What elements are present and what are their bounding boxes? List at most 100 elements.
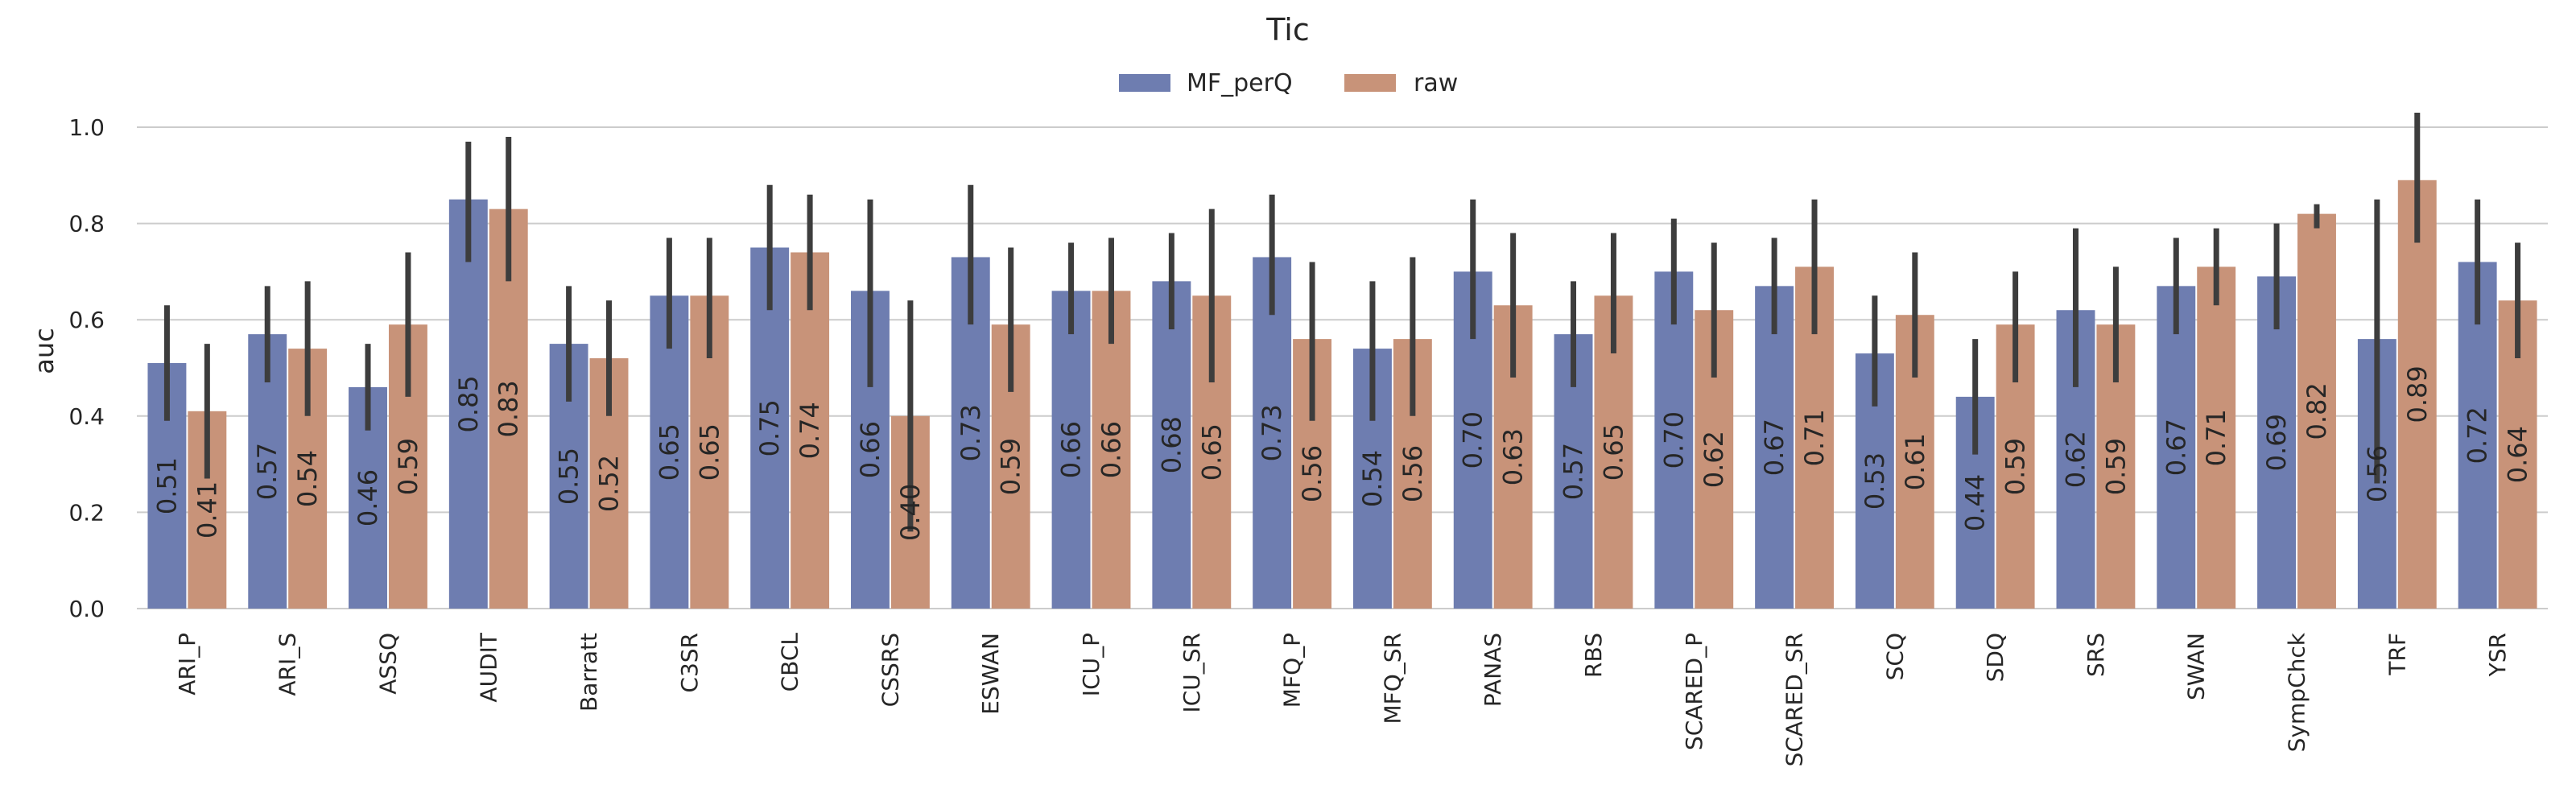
bar-value-label: 0.75 [754,399,785,456]
x-tick-label: SWAN [2183,633,2210,700]
bar-raw [2197,266,2236,609]
x-tick-label: ASSQ [374,633,401,695]
x-tick-label: RBS [1580,633,1607,678]
x-tick-label: ESWAN [977,633,1004,715]
bar-raw [2397,180,2437,609]
legend: MF_perQ raw [1119,69,1458,97]
x-tick-label: CSSRS [877,633,903,707]
bar-raw [791,252,830,609]
legend-swatch-mf-perq [1119,74,1170,92]
bar-value-label: 0.59 [996,438,1026,495]
x-tick-label: SCARED_SR [1781,633,1808,766]
bar-value-label: 0.67 [2161,419,2191,476]
bar-value-label: 0.40 [895,484,926,541]
x-tick-label: CBCL [777,633,803,692]
bar-value-label: 0.54 [1357,450,1388,507]
bar-value-label: 0.65 [1196,423,1227,481]
bar-value-label: 0.57 [252,443,283,500]
bar-mf-perq [1654,271,1694,609]
bar-value-label: 0.73 [956,404,986,461]
bar-mf-perq [2257,276,2297,609]
x-tick-label: TRF [2384,633,2410,676]
chart-title: Tic [1265,12,1310,47]
bar-value-label: 0.85 [453,375,484,432]
bar-value-label: 0.73 [1257,404,1287,461]
bar-value-label: 0.71 [2201,409,2231,466]
x-tick-label: SympChck [2284,632,2310,752]
bar-value-label: 0.46 [353,469,383,526]
y-axis-label: auc [29,328,60,374]
bar-value-label: 0.69 [2261,414,2292,471]
x-tick-label: MFQ_SR [1379,633,1406,724]
bar-value-label: 0.41 [192,481,222,539]
x-axis: ARI_P ARI_S ASSQ AUDIT Barratt C3SR CBCL CSSRS E… [174,632,2511,766]
x-tick-label: ICU_SR [1179,633,1205,713]
y-tick-label: 0.2 [68,499,105,526]
bar-value-label: 0.67 [1759,419,1790,476]
x-tick-label: Barratt [576,633,602,712]
y-tick-label: 0.0 [68,596,105,622]
bar-value-label: 0.71 [1799,409,1830,466]
x-tick-label: ICU_P [1078,633,1104,696]
y-tick-label: 0.6 [68,307,105,333]
bar-value-label: 0.59 [2000,438,2031,495]
y-axis: 0.0 0.2 0.4 0.6 0.8 1.0 [68,114,105,622]
bar-value-label: 0.70 [1458,411,1488,469]
bar-value-label: 0.65 [654,423,684,481]
bar-mf-perq [1253,257,1292,609]
bar-mf-perq [448,199,488,609]
error-bars [163,113,2521,532]
x-tick-label: SDQ [1982,633,2008,682]
bar-raw [2297,213,2336,609]
x-tick-label: YSR [2484,633,2511,677]
bar-value-label: 0.64 [2503,426,2533,483]
bar-value-label: 0.62 [2060,431,2091,488]
bar-value-label: 0.57 [1558,443,1589,500]
bar-value-label: 0.65 [1598,423,1629,481]
legend-label-mf-perq: MF_perQ [1187,69,1293,97]
bar-value-label: 0.65 [694,423,724,481]
bar-value-label: 0.63 [1498,428,1529,485]
x-tick-label: ARI_S [275,633,301,696]
bar-mf-perq [1152,281,1191,609]
x-tick-label: AUDIT [475,632,502,702]
bar-value-label: 0.66 [1056,421,1087,478]
bar-value-label: 0.72 [2462,407,2493,464]
bar-value-label: 0.66 [855,421,886,478]
legend-swatch-raw [1344,74,1396,92]
x-tick-label: SCQ [1881,633,1908,680]
bar-value-label: 0.74 [795,402,825,459]
x-tick-label: PANAS [1480,633,1506,707]
bar-labels: 0.51 0.41 0.57 0.54 0.46 0.59 0.85 0.83 0.55 0.52… [151,365,2533,541]
bar-value-label: 0.82 [2301,382,2332,440]
x-tick-label: SCARED_P [1681,633,1707,750]
x-tick-label: ARI_P [174,633,200,696]
bars [147,180,2537,609]
bar-value-label: 0.61 [1900,433,1930,490]
bar-value-label: 0.54 [292,450,323,507]
bar-value-label: 0.55 [554,448,584,505]
bar-value-label: 0.68 [1156,416,1187,473]
bar-value-label: 0.53 [1860,452,1890,510]
bar-value-label: 0.56 [1397,445,1428,502]
bar-mf-perq [1051,291,1091,609]
bar-value-label: 0.89 [2402,365,2433,423]
bar-value-label: 0.56 [1297,445,1327,502]
bar-value-label: 0.83 [493,380,524,437]
x-tick-label: C3SR [676,633,703,693]
y-tick-label: 0.4 [68,403,105,430]
x-tick-label: MFQ_P [1279,633,1306,708]
bar-value-label: 0.66 [1096,421,1126,478]
bar-value-label: 0.51 [151,457,182,514]
legend-label-raw: raw [1414,69,1458,97]
bar-value-label: 0.44 [1960,474,1991,531]
x-tick-label: SRS [2083,633,2109,677]
y-tick-label: 1.0 [68,114,105,141]
bar-value-label: 0.62 [1699,431,1729,488]
bar-mf-perq [2157,286,2196,609]
bar-value-label: 0.59 [2100,438,2131,495]
grid [137,126,2548,609]
y-tick-label: 0.8 [68,211,105,237]
bar-mf-perq [1755,286,1794,609]
